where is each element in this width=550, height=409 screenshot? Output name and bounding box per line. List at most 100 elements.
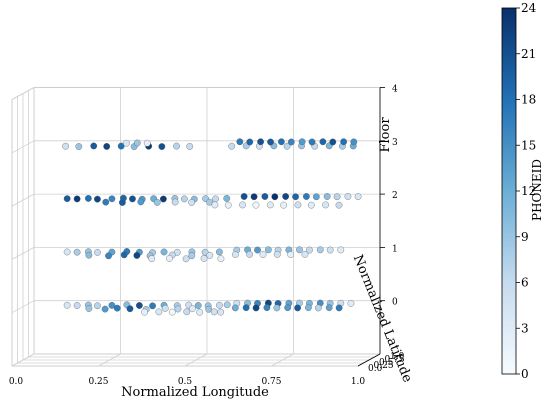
data-point: [325, 304, 333, 312]
grid-lines: [11, 87, 385, 367]
data-point: [210, 308, 218, 316]
data-point: [307, 201, 315, 209]
data-point: [224, 201, 232, 209]
data-point: [129, 195, 136, 203]
data-point: [250, 193, 258, 201]
data-point: [126, 305, 134, 313]
data-point: [186, 143, 194, 150]
z-tick-label: 3: [392, 138, 398, 148]
data-point: [257, 138, 264, 146]
data-point: [149, 302, 156, 310]
data-point: [284, 304, 292, 312]
data-point: [108, 195, 116, 203]
data-point: [141, 308, 148, 316]
data-point: [85, 305, 93, 312]
data-point: [316, 246, 324, 254]
data-point: [120, 251, 128, 259]
data-point: [354, 193, 362, 200]
data-point: [314, 304, 322, 312]
data-point: [136, 302, 143, 309]
data-point: [228, 142, 236, 150]
data-point: [171, 198, 179, 206]
data-point: [337, 246, 345, 254]
data-point: [347, 299, 355, 307]
colorbar-tick-label: 21: [521, 47, 536, 61]
data-points: [62, 138, 362, 316]
data-point: [188, 252, 196, 260]
y-tick-label: 1.0: [390, 352, 405, 362]
data-point: [340, 138, 348, 146]
data-point: [283, 142, 291, 150]
y-tick-label: 0.75: [385, 355, 405, 365]
data-point: [298, 138, 306, 146]
data-point: [200, 255, 208, 262]
data-point: [267, 138, 274, 146]
data-point: [62, 142, 69, 150]
data-point: [287, 138, 295, 146]
data-point: [217, 308, 225, 316]
x-tick-label: 0.25: [88, 377, 108, 387]
z-tick-label: 0: [392, 298, 398, 308]
data-point: [168, 308, 176, 316]
data-point: [211, 201, 219, 209]
data-point: [75, 143, 83, 150]
data-point: [160, 248, 168, 256]
data-point: [63, 248, 71, 256]
data-point: [206, 251, 214, 259]
data-point: [133, 252, 141, 259]
data-point: [158, 143, 166, 150]
data-point: [312, 193, 320, 201]
data-point: [239, 201, 246, 209]
data-point: [335, 304, 343, 312]
colorbar: 0 3 6 9 12 15 18 21 24 PHONEID: [501, 1, 544, 381]
data-point: [252, 304, 260, 312]
data-point: [236, 138, 244, 146]
data-point: [263, 304, 271, 312]
data-point: [273, 304, 281, 312]
data-point: [294, 201, 302, 209]
data-point: [329, 138, 337, 146]
data-point: [246, 138, 254, 146]
colorbar-ticks: 0 3 6 9 12 15 18 21 24: [516, 1, 537, 381]
data-point: [326, 246, 334, 254]
colorbar-tick-label: 18: [521, 93, 536, 107]
data-point: [296, 246, 303, 254]
data-point: [73, 195, 81, 203]
data-point: [90, 142, 98, 150]
data-point: [319, 138, 327, 146]
x-axis-label: Normalized Longitude: [121, 385, 269, 400]
data-point: [94, 195, 101, 203]
data-point: [117, 142, 125, 150]
x-tick-label: 1.0: [351, 377, 366, 387]
data-point: [335, 201, 343, 209]
data-point: [217, 255, 225, 263]
z-tick-label: 4: [392, 85, 398, 95]
data-point: [308, 138, 316, 146]
data-point: [277, 138, 285, 146]
data-point: [108, 302, 116, 309]
data-point: [182, 255, 190, 263]
data-point: [261, 193, 269, 200]
data-point: [148, 255, 156, 263]
colorbar-tick-label: 12: [521, 184, 536, 198]
data-point: [350, 138, 358, 146]
colorbar-tick-label: 6: [521, 276, 529, 290]
y-tick-label: 0.25: [374, 361, 394, 371]
colorbar-tick-label: 24: [521, 1, 537, 15]
data-point: [188, 199, 195, 206]
data-point: [153, 199, 161, 206]
data-point: [113, 304, 121, 312]
data-point: [205, 305, 213, 313]
colorbar-tick-label: 0: [521, 367, 529, 381]
data-point: [322, 201, 329, 209]
data-point: [174, 305, 182, 313]
colorbar-tick-label: 15: [521, 138, 536, 152]
data-point: [266, 201, 274, 209]
z-tick-label: 2: [392, 191, 398, 201]
y-tick-label: 0.0: [368, 364, 383, 374]
data-point: [216, 301, 223, 309]
data-point: [271, 193, 279, 201]
data-point: [254, 246, 261, 254]
